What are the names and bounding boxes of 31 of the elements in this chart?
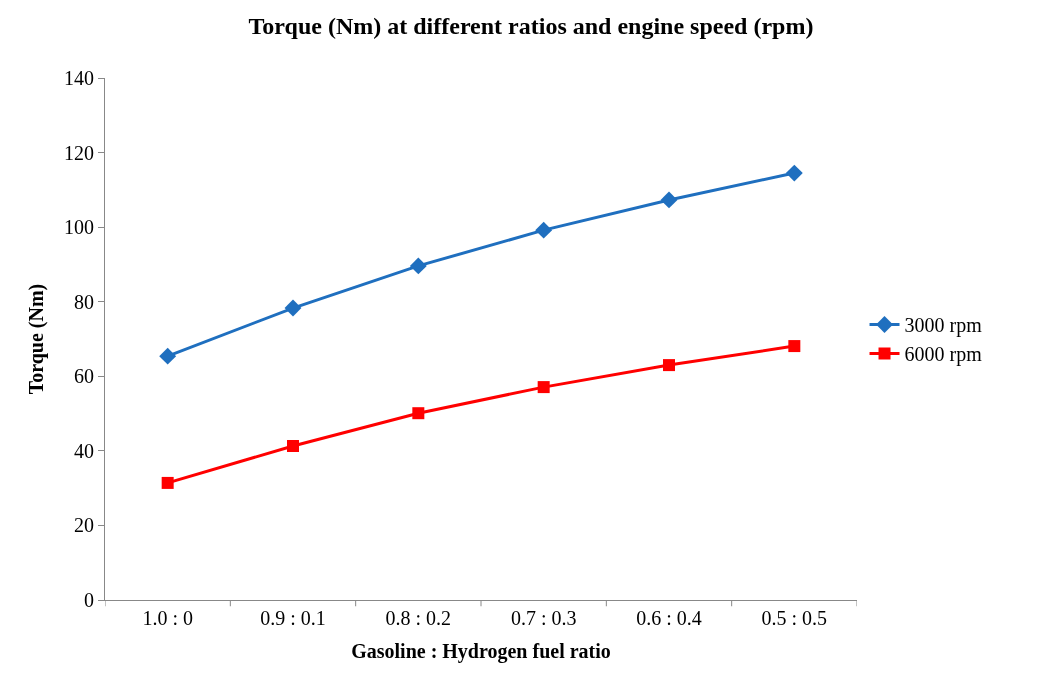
point xyxy=(409,257,427,275)
x-axis-title: Gasoline : Hydrogen fuel ratio xyxy=(351,639,611,663)
point xyxy=(660,191,678,209)
y-axis-title: Torque (Nm) xyxy=(24,283,48,395)
point xyxy=(537,381,550,394)
point xyxy=(284,299,302,317)
x-tick-label: 0.5 : 0.5 xyxy=(761,607,828,629)
x-tick-label: 0.8 : 0.2 xyxy=(385,607,452,629)
y-tick-label: 60 xyxy=(74,365,94,388)
y-tick-label: 40 xyxy=(74,439,94,462)
point xyxy=(663,359,675,372)
point xyxy=(159,347,177,365)
y-tick-label: 80 xyxy=(74,290,94,313)
point xyxy=(412,407,425,420)
y-tick-label: 140 xyxy=(64,67,94,89)
point xyxy=(161,476,174,489)
y-tick-label: 0 xyxy=(84,589,94,611)
chart-title: Torque (Nm) at different ratios and engine speed (rpm) xyxy=(248,12,814,39)
point xyxy=(785,164,803,182)
y-tick-label: 20 xyxy=(74,514,94,537)
x-tick-label: 0.9 : 0.1 xyxy=(260,607,326,629)
y-tick-label: 100 xyxy=(64,216,94,239)
point xyxy=(287,440,299,453)
legend-label: 6000 rpm xyxy=(904,343,983,367)
x-tick-label: 0.6 : 0.4 xyxy=(636,607,702,629)
point xyxy=(788,340,801,353)
x-tick-label: 0.7 : 0.3 xyxy=(510,607,577,629)
y-tick-label: 120 xyxy=(64,141,94,164)
x-tick-label: 1.0 : 0 xyxy=(142,607,193,629)
legend-label: 3000 rpm xyxy=(904,314,983,338)
point xyxy=(535,221,553,239)
